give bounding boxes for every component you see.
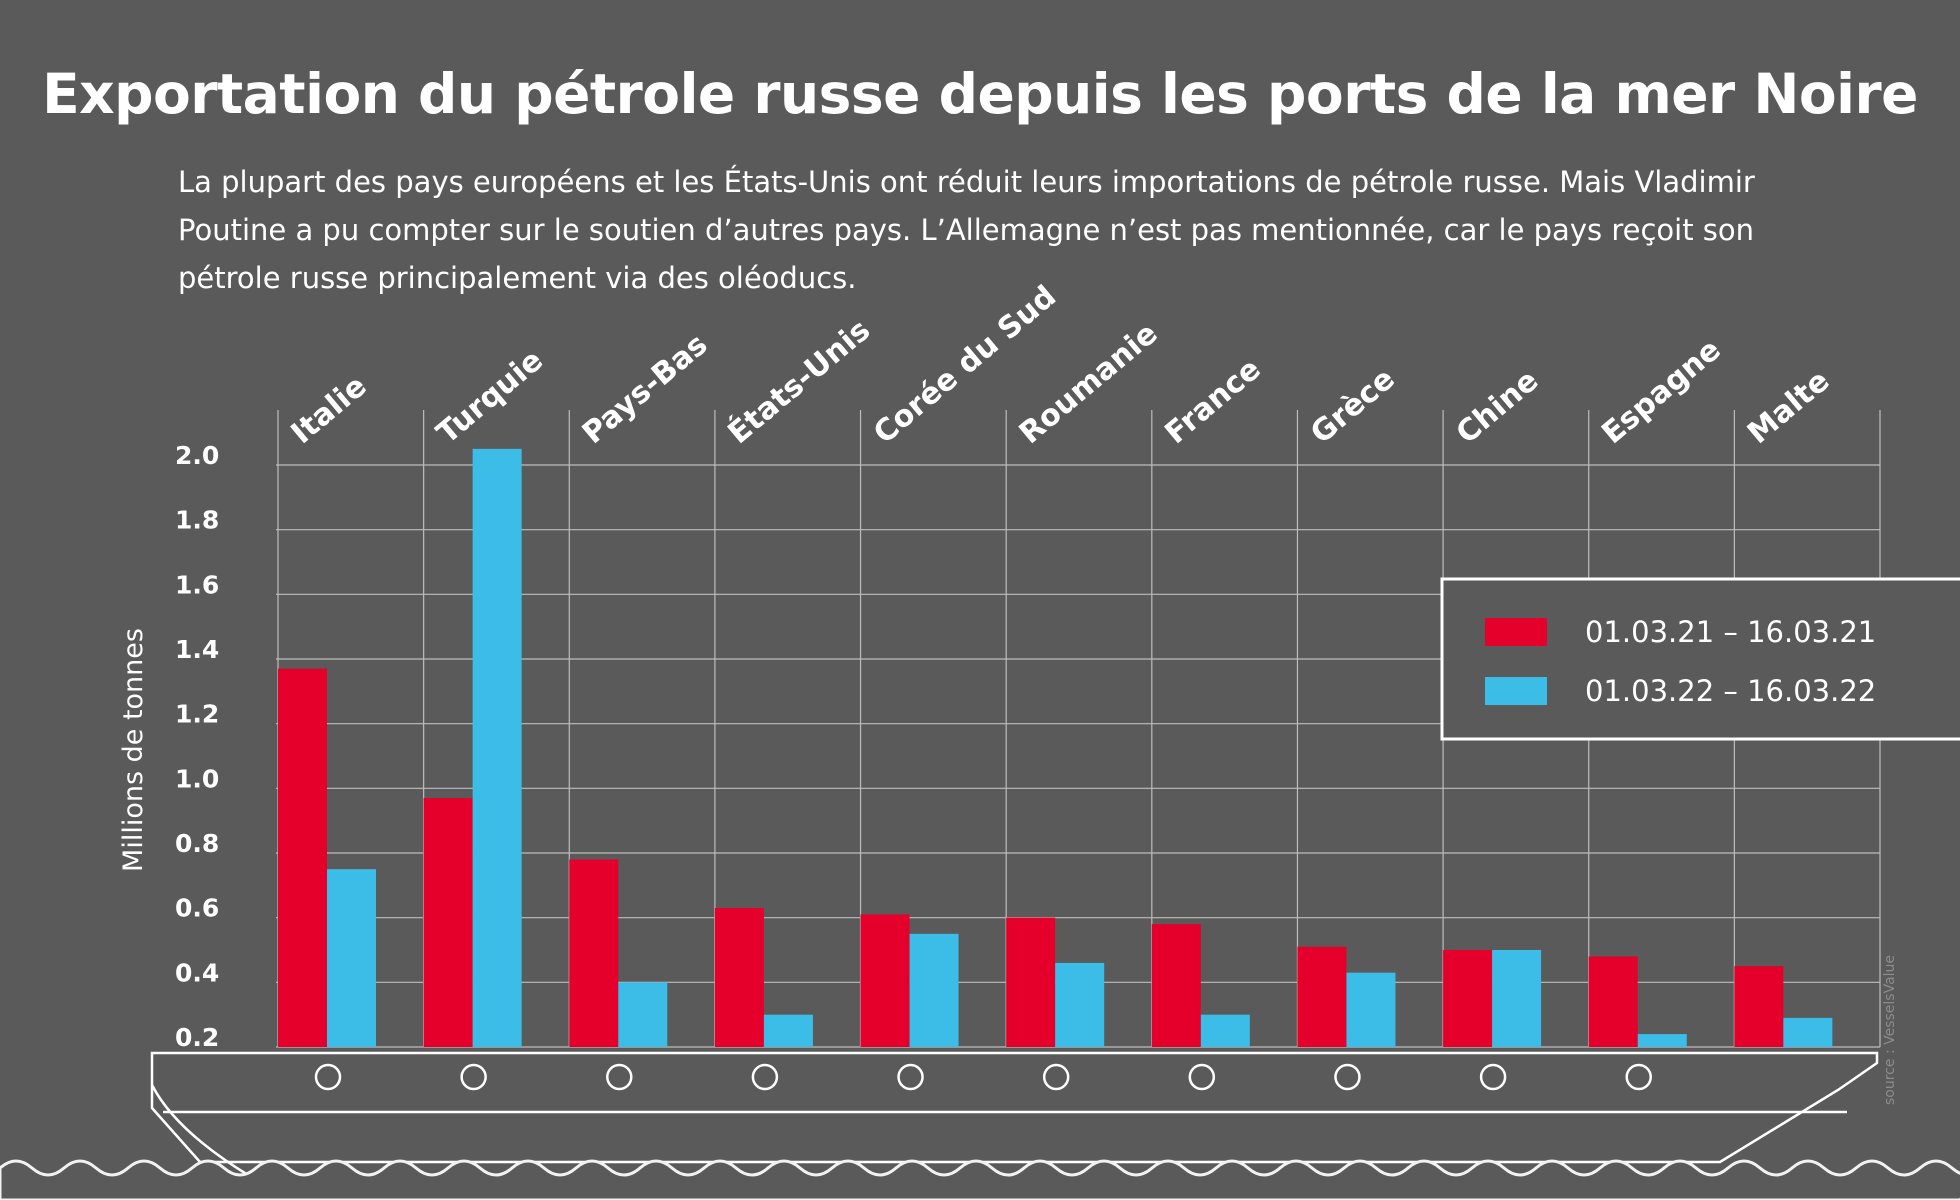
y-tick-label: 1.4 xyxy=(175,635,219,664)
bar-2021 xyxy=(278,668,327,1047)
bar-2022 xyxy=(1200,1014,1250,1047)
legend: 01.03.21 – 16.03.21 01.03.22 – 16.03.22 xyxy=(1440,577,1960,741)
bars xyxy=(278,448,1833,1047)
category-label: Grèce xyxy=(1304,361,1401,451)
sea-waves xyxy=(0,1159,1960,1200)
ship-bow-curve xyxy=(150,1084,249,1177)
porthole-icon xyxy=(897,1063,924,1091)
category-label: États-Unis xyxy=(721,312,877,451)
y-axis-label: Millions de tonnes xyxy=(118,628,149,872)
porthole-icon xyxy=(606,1063,633,1091)
legend-swatch xyxy=(1485,618,1547,646)
bar-2022 xyxy=(1346,972,1396,1047)
ship-hull xyxy=(150,1051,1879,1164)
bar-2022 xyxy=(618,982,668,1047)
bar-2021 xyxy=(569,859,619,1047)
bar-2021 xyxy=(1734,966,1784,1047)
legend-box xyxy=(1440,577,1960,741)
bar-2021 xyxy=(1588,956,1638,1047)
y-tick-label: 0.4 xyxy=(175,958,219,987)
porthole-icon xyxy=(1042,1063,1070,1091)
bar-2022 xyxy=(1055,962,1105,1047)
porthole-icon xyxy=(314,1063,342,1091)
y-tick-label: 1.8 xyxy=(175,506,219,535)
bar-2022 xyxy=(763,1014,813,1047)
porthole-icon xyxy=(1479,1063,1507,1091)
y-tick-label: 0.8 xyxy=(175,829,219,858)
category-label: Malte xyxy=(1741,363,1836,451)
category-label: Roumanie xyxy=(1013,316,1165,451)
bar-2021 xyxy=(714,907,764,1047)
y-tick-label: 1.0 xyxy=(175,764,219,793)
bar-2021 xyxy=(1443,950,1493,1047)
y-tick-label: 0.2 xyxy=(175,1023,219,1052)
porthole-icon xyxy=(460,1063,487,1091)
chart-title: Exportation du pétrole russe depuis les … xyxy=(42,62,1918,126)
ship-illustration xyxy=(0,1051,1960,1200)
bar-2021 xyxy=(860,914,910,1047)
porthole-icon xyxy=(751,1063,779,1091)
y-tick-label: 0.6 xyxy=(175,894,219,923)
bar-2021 xyxy=(423,798,473,1047)
category-label: Turquie xyxy=(430,343,550,451)
legend-swatch xyxy=(1485,677,1547,705)
category-label: Italie xyxy=(285,369,374,452)
y-tick-label: 2.0 xyxy=(175,441,219,470)
category-label: Chine xyxy=(1450,363,1546,451)
bar-2022 xyxy=(472,448,522,1047)
category-label: Pays-Bas xyxy=(576,327,714,451)
bar-2022 xyxy=(327,869,376,1047)
bar-2021 xyxy=(1006,917,1056,1047)
chart-subtitle: La plupart des pays européens et les Éta… xyxy=(178,165,1755,295)
bar-2022 xyxy=(1492,950,1542,1047)
y-tick-label: 1.6 xyxy=(175,570,219,599)
category-label: Espagne xyxy=(1595,332,1727,451)
legend-label: 01.03.22 – 16.03.22 xyxy=(1585,674,1876,708)
bar-2022 xyxy=(909,933,959,1047)
porthole-icon xyxy=(1188,1063,1216,1091)
y-tick-label: 1.2 xyxy=(175,700,219,729)
porthole-icon xyxy=(1625,1063,1652,1091)
porthole-icon xyxy=(1334,1063,1361,1091)
legend-label: 01.03.21 – 16.03.21 xyxy=(1585,615,1876,649)
category-label: France xyxy=(1158,352,1267,452)
bar-2022 xyxy=(1783,1017,1833,1047)
bar-2021 xyxy=(1297,946,1347,1047)
source-note: source : VesselsValue xyxy=(1882,954,1898,1105)
bar-2021 xyxy=(1151,924,1201,1047)
bar-2022 xyxy=(1637,1034,1687,1047)
